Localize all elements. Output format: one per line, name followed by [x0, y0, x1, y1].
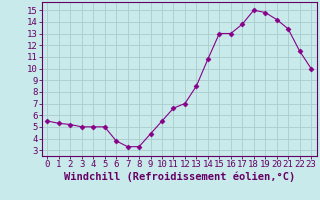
X-axis label: Windchill (Refroidissement éolien,°C): Windchill (Refroidissement éolien,°C) [64, 172, 295, 182]
